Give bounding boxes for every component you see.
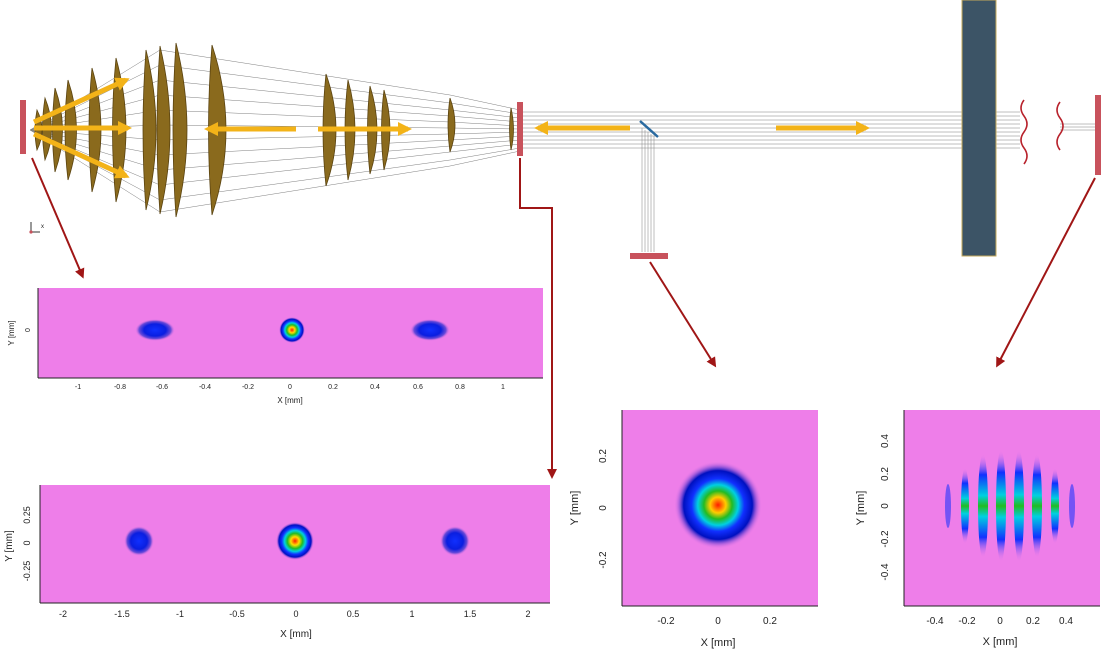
spot-right <box>440 526 470 556</box>
plot-middle-ylabel: Y [mm] <box>569 491 581 526</box>
x-tick-label: 1.5 <box>464 609 477 619</box>
connector-mid-to-plot2 <box>519 158 557 479</box>
x-tick-label: -0.2 <box>657 616 675 627</box>
axis-icon-label: x <box>41 224 44 230</box>
connector-source-to-plot1 <box>31 157 85 279</box>
x-tick-label: -1 <box>176 609 184 619</box>
x-tick-label: 0 <box>293 609 298 619</box>
y-tick-label: -0.4 <box>880 563 891 581</box>
plot-middle-xlabel: X [mm] <box>701 637 736 649</box>
plot-bottom-left-xlabel: X [mm] <box>280 629 312 640</box>
y-tick-label: 0 <box>25 328 32 332</box>
plot-middle-ticks: -0.2 0 0.2 0.2 0 -0.2 <box>598 449 777 627</box>
x-tick-label: 0 <box>288 384 292 391</box>
arrow-up-diagonal <box>32 77 130 125</box>
connector-branch-to-plot3 <box>649 261 717 368</box>
x-tick-label: 1 <box>501 384 505 391</box>
spot-center <box>276 522 314 560</box>
fringe-pattern <box>945 450 1075 562</box>
x-tick-label: 2 <box>525 609 530 619</box>
detector-end <box>1095 95 1101 175</box>
x-tick-label: 0 <box>997 616 1003 627</box>
x-tick-label: -0.6 <box>156 384 168 391</box>
plot-bottom-left: -2 -1.5 -1 -0.5 0 0.5 1 1.5 2 0.25 0 -0.25 X [mm] Y… <box>4 485 550 640</box>
x-tick-label: -0.5 <box>229 609 245 619</box>
x-tick-label: -1 <box>75 384 81 391</box>
detector-mid <box>517 102 523 156</box>
lens-15 <box>447 97 456 153</box>
spot-left <box>135 319 175 341</box>
x-tick-label: 0.4 <box>370 384 380 391</box>
y-tick-label: -0.2 <box>598 551 609 569</box>
plot-bottom-left-ylabel: Y [mm] <box>4 530 15 562</box>
detector-source <box>20 100 26 154</box>
lens-8 <box>156 45 171 215</box>
x-tick-label: 0.2 <box>763 616 777 627</box>
x-tick-label: 0.6 <box>413 384 423 391</box>
x-tick-label: 0.2 <box>1026 616 1040 627</box>
x-tick-label: -0.8 <box>114 384 126 391</box>
axis-icon: x <box>29 222 44 234</box>
y-tick-label: 0.2 <box>880 467 891 481</box>
x-tick-label: -0.4 <box>926 616 944 627</box>
spot-center <box>279 317 305 343</box>
arrow-down-diagonal <box>32 131 130 179</box>
plot-right-xlabel: X [mm] <box>983 636 1018 648</box>
lens-16 <box>509 107 514 151</box>
detectors <box>20 95 1101 259</box>
x-tick-label: -0.2 <box>958 616 976 627</box>
propagation-arrows <box>32 77 870 179</box>
x-tick-label: 0.5 <box>347 609 360 619</box>
ray-bundle <box>29 49 1098 252</box>
plot-right-ylabel: Y [mm] <box>855 491 867 526</box>
y-tick-label: 0 <box>22 540 32 545</box>
x-tick-label: -2 <box>59 609 67 619</box>
y-tick-label: 0 <box>598 505 609 511</box>
y-tick-label: -0.25 <box>22 561 32 582</box>
spot-center <box>674 461 762 549</box>
x-tick-label: 0.2 <box>328 384 338 391</box>
plot-top-left-ylabel: Y [mm] <box>7 320 16 345</box>
plot-top-left-xlabel: X [mm] <box>277 396 302 405</box>
plot-right-ticks: -0.4 -0.2 0 0.2 0.4 0.4 0.2 0 -0.2 -0.4 <box>880 434 1073 627</box>
plot-middle: -0.2 0 0.2 0.2 0 -0.2 X [mm] Y [mm] <box>569 410 818 649</box>
y-tick-label: 0.4 <box>880 434 891 448</box>
x-tick-label: -0.2 <box>242 384 254 391</box>
lens-7 <box>142 49 157 211</box>
plot-right: -0.4 -0.2 0 0.2 0.4 0.4 0.2 0 -0.2 -0.4 X [mm] Y … <box>855 410 1100 648</box>
x-tick-label: 0.4 <box>1059 616 1073 627</box>
x-tick-label: 1 <box>409 609 414 619</box>
plot-top-left: -1 -0.8 -0.6 -0.4 -0.2 0 0.2 0.4 0.6 0.8 1 0 X [mm]… <box>7 288 543 405</box>
x-tick-label: 0.8 <box>455 384 465 391</box>
connector-arrows <box>31 157 1096 479</box>
x-tick-label: 0 <box>715 616 721 627</box>
wave-plates <box>1020 99 1064 165</box>
y-tick-label: 0 <box>880 503 891 509</box>
plot-bottom-left-ticks: -2 -1.5 -1 -0.5 0 0.5 1 1.5 2 0.25 0 -0.25 <box>22 506 531 619</box>
x-tick-label: -1.5 <box>114 609 130 619</box>
x-tick-label: -0.4 <box>199 384 211 391</box>
lens-9 <box>172 42 188 218</box>
y-tick-label: 0.25 <box>22 506 32 524</box>
glass-slab <box>961 0 997 257</box>
spot-right <box>410 319 450 341</box>
y-tick-label: 0.2 <box>598 449 609 463</box>
plot-top-left-ticks: -1 -0.8 -0.6 -0.4 -0.2 0 0.2 0.4 0.6 0.8 1 0 <box>25 328 505 391</box>
connector-end-to-plot4 <box>996 177 1096 368</box>
y-tick-label: -0.2 <box>880 530 891 548</box>
detector-branch <box>630 253 668 259</box>
beam-splitter <box>639 120 659 138</box>
spot-left <box>124 526 154 556</box>
